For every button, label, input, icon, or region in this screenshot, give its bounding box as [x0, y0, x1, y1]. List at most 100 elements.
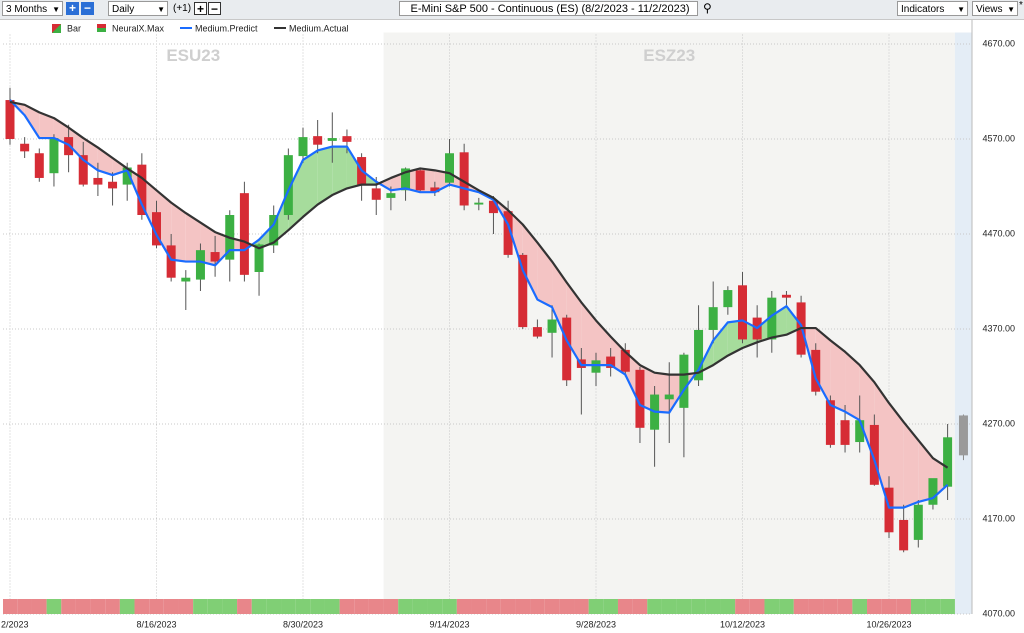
band-fill: [332, 146, 347, 196]
band-fill: [303, 150, 318, 217]
indicator-cell: [925, 599, 941, 614]
indicator-cell: [940, 599, 955, 614]
contract-region: [383, 32, 955, 614]
candle-body: [93, 177, 103, 185]
forecast-body: [958, 415, 968, 456]
y-tick-label: 4570.00: [982, 133, 1015, 143]
range-select[interactable]: 3 Months ▼: [2, 1, 63, 16]
candle-body: [445, 153, 454, 183]
band-fill: [39, 112, 54, 139]
indicator-cell: [471, 599, 487, 614]
y-tick-label: 4070.00: [982, 608, 1015, 618]
candle-body: [606, 356, 616, 368]
indicator-cell: [617, 599, 633, 614]
contract-label: ESU23: [166, 46, 220, 65]
candle-body: [591, 360, 601, 373]
indicator-cell: [207, 599, 223, 614]
candle-body: [620, 349, 630, 372]
indicator-cell: [881, 599, 897, 614]
indicator-cell: [910, 599, 926, 614]
candle-body: [108, 181, 118, 189]
views-select[interactable]: Views ▼: [972, 1, 1018, 16]
offset-plus[interactable]: +: [194, 2, 207, 15]
indicator-cell: [310, 599, 325, 614]
candle-body: [738, 285, 747, 340]
indicator-cell: [486, 599, 501, 614]
band-fill: [581, 302, 596, 366]
candle-body: [825, 400, 835, 445]
band-fill: [156, 190, 172, 260]
candle-body: [899, 519, 909, 551]
indicator-cell: [398, 599, 413, 614]
views-text: Views: [976, 4, 1003, 15]
candle-body: [913, 504, 923, 540]
candle-body: [679, 354, 689, 408]
zoom-out[interactable]: −: [81, 2, 94, 15]
candle-body: [298, 137, 308, 157]
indicator-cell: [119, 599, 135, 614]
indicator-cell: [105, 599, 120, 614]
indicator-cell: [647, 599, 662, 614]
x-tick-label: 8/16/2023: [136, 619, 176, 629]
legend-label: Medium.Predict: [195, 23, 258, 33]
candle-body: [928, 478, 938, 505]
legend-label: Bar: [67, 23, 81, 33]
series-line: [9, 99, 949, 509]
indicator-cell: [588, 599, 604, 614]
x-tick-label: 2/2023: [1, 619, 29, 629]
indicator-cell: [193, 599, 208, 614]
candle-body: [532, 327, 542, 337]
indicator-cell: [574, 599, 589, 614]
contract-label: ESZ23: [643, 46, 695, 65]
toolbar: 3 Months ▼ + − Daily ▼ (+1) + − E-Mini S&P…: [0, 0, 1024, 20]
interval-select[interactable]: Daily ▼: [108, 1, 168, 16]
indicator-cell: [134, 599, 150, 614]
band-fill: [903, 422, 919, 508]
indicator-cell: [324, 599, 340, 614]
candle-body: [122, 167, 132, 185]
y-tick-label: 4370.00: [982, 323, 1015, 333]
candle-body: [137, 164, 147, 215]
indicators-text: Indicators: [901, 4, 945, 15]
symbol-text: E-Mini S&P 500 - Continuous (ES) (8/2/20…: [410, 3, 690, 15]
candle-body: [327, 138, 337, 141]
candle-body: [20, 143, 30, 152]
indicator-cell: [237, 599, 252, 614]
band-fill: [874, 382, 889, 508]
legend-label: Medium.Actual: [289, 23, 349, 33]
candle-body: [210, 252, 220, 262]
indicator-cell: [823, 599, 838, 614]
search-icon[interactable]: ⚲: [703, 1, 712, 15]
y-tick-label: 4470.00: [982, 228, 1015, 238]
band-fill: [185, 213, 201, 262]
x-tick-label: 9/14/2023: [429, 619, 469, 629]
zoom-in[interactable]: +: [66, 2, 79, 15]
band-fill: [537, 242, 553, 308]
indicator-cell: [75, 599, 91, 614]
indicator-cell: [720, 599, 736, 614]
indicator-cell: [559, 599, 575, 614]
range-text: 3 Months: [6, 4, 48, 15]
candle-body: [283, 155, 293, 215]
series-line: [9, 100, 949, 469]
band-fill: [24, 104, 40, 139]
band-fill: [522, 224, 538, 300]
candle-body: [474, 202, 484, 205]
indicator-cell: [178, 599, 194, 614]
offset-minus[interactable]: −: [208, 2, 221, 15]
interval-text: Daily: [112, 4, 135, 15]
indicators-select[interactable]: Indicators ▼: [897, 1, 968, 16]
candle-body: [635, 369, 645, 428]
band-fill: [845, 351, 860, 421]
symbol-box[interactable]: E-Mini S&P 500 - Continuous (ES) (8/2/20…: [399, 1, 698, 16]
indicator-cell: [779, 599, 794, 614]
candle-body: [269, 215, 279, 246]
candle-body: [371, 188, 381, 200]
candle-body: [884, 487, 894, 533]
indicator-cell: [383, 599, 399, 614]
candle-body: [943, 437, 953, 487]
indicator-cell: [222, 599, 238, 614]
x-tick-label: 10/26/2023: [866, 619, 911, 629]
indicator-cell: [61, 599, 76, 614]
